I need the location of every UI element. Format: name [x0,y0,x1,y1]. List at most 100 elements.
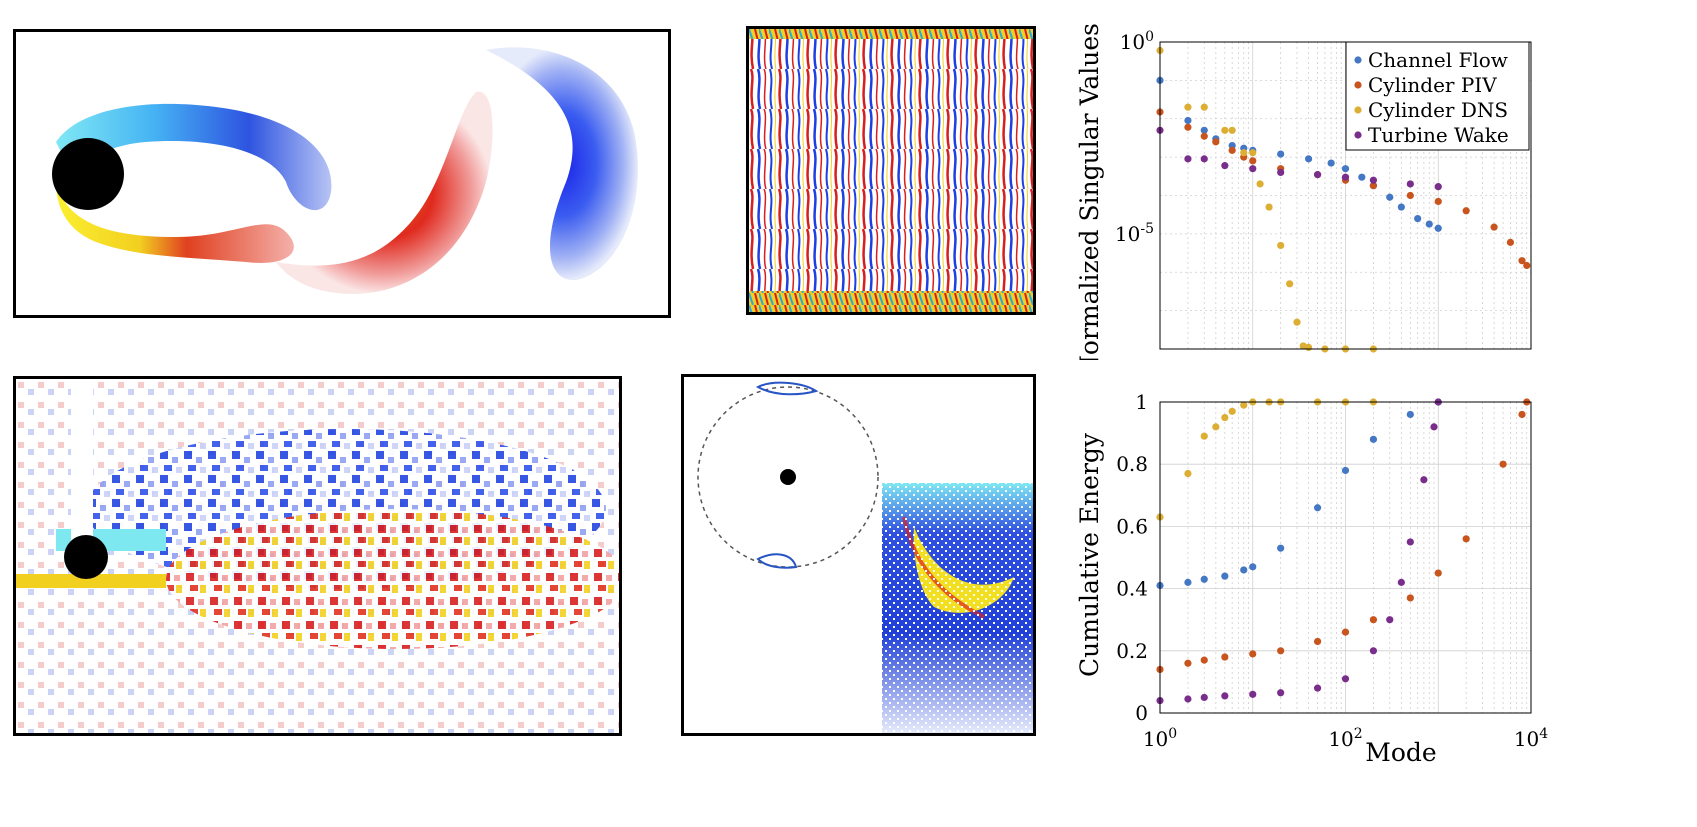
data-point [1430,423,1438,431]
data-point [1406,180,1414,188]
data-point [1221,162,1229,170]
data-point [1200,103,1208,111]
series-turbine-wake [1156,126,1442,191]
data-point [1221,413,1229,422]
x-tick-label: 102 [1328,726,1362,751]
data-point [1240,149,1248,157]
data-point [1184,578,1192,586]
data-point [1313,171,1322,179]
data-point [1304,155,1313,163]
data-point [1221,692,1229,700]
legend-label: Channel Flow [1368,48,1508,72]
data-point [1462,535,1470,543]
ce-grid [1159,401,1531,714]
ce-y-axis-label: Cumulative Energy [1075,432,1104,677]
data-point [1397,578,1405,586]
series-cylinder-dns [1156,398,1378,521]
data-point [1406,594,1414,602]
red-vortex [276,91,493,294]
data-point [1341,675,1350,683]
legend-marker [1354,131,1362,139]
cylinder-wake-vorticity-image [52,47,638,294]
data-point [1341,628,1350,636]
legend-marker [1354,56,1362,64]
top-shear-layer [56,103,332,211]
cylinder-body [52,138,124,210]
data-point [1212,423,1220,431]
legend-label: Cylinder PIV [1368,73,1497,97]
data-point [1277,689,1285,697]
data-point [1256,180,1264,188]
legend-marker [1354,81,1362,89]
data-point [1425,220,1433,228]
data-point [1200,432,1208,440]
data-point [1249,165,1257,173]
x-tick-label: 100 [1143,726,1177,751]
data-point [1200,155,1208,163]
data-point [1523,261,1531,270]
data-point [1221,653,1229,661]
data-point [1184,469,1192,478]
data-point [1341,165,1350,173]
turbine-wake-image [697,381,1033,733]
data-point [1277,168,1285,176]
data-point [1212,138,1220,146]
data-point [1397,203,1405,211]
data-point [1265,203,1273,211]
data-point [1277,647,1285,655]
data-point [1304,343,1313,352]
data-point [1277,241,1285,250]
sv-y-axis-label: Normalized Singular Values [1075,23,1104,360]
data-point [1184,155,1192,163]
y-tick-label: 0.2 [1116,639,1148,663]
data-point [1184,103,1192,111]
data-point [1228,407,1236,415]
data-point [1434,197,1442,206]
data-point [1341,173,1350,181]
data-point [1420,476,1428,484]
data-point [1358,173,1366,181]
y-tick-label: 0.6 [1116,514,1148,538]
data-point [1327,159,1335,167]
data-point [1499,460,1507,468]
data-point [1200,132,1208,140]
data-point [1249,149,1257,157]
data-point [1221,126,1229,134]
data-point [1434,224,1442,232]
series-turbine-wake [1156,398,1442,705]
data-point [1293,318,1301,326]
data-point [1490,223,1498,231]
legend-marker [1354,106,1362,114]
cylinder-body [64,535,108,579]
data-point [1221,572,1229,580]
y-tick-label: 0 [1135,701,1148,725]
data-point [1277,150,1285,158]
data-point [1313,637,1322,646]
legend-box [1345,41,1530,151]
data-point [1406,538,1414,546]
data-point [1200,693,1208,702]
data-point [1313,504,1322,512]
data-point [1369,435,1378,443]
ce-x-axis-label: Mode [1365,738,1436,767]
data-point [1434,183,1442,191]
y-tick-label: 10-5 [1115,221,1154,246]
sv-series [1156,46,1531,353]
data-point [1341,466,1350,475]
y-tick-label: 0.4 [1116,577,1148,601]
legend-label: Turbine Wake [1368,123,1509,147]
ce-series [1156,398,1531,705]
data-point [1249,650,1257,658]
data-point [1406,410,1414,419]
far-blue-vortex [486,47,638,281]
data-point [1434,569,1442,577]
data-point [1386,616,1394,624]
data-point [1184,659,1192,667]
data-point [1518,257,1526,265]
series-cylinder-dns [1156,46,1378,353]
data-point [1386,193,1394,201]
data-point [1200,575,1208,583]
